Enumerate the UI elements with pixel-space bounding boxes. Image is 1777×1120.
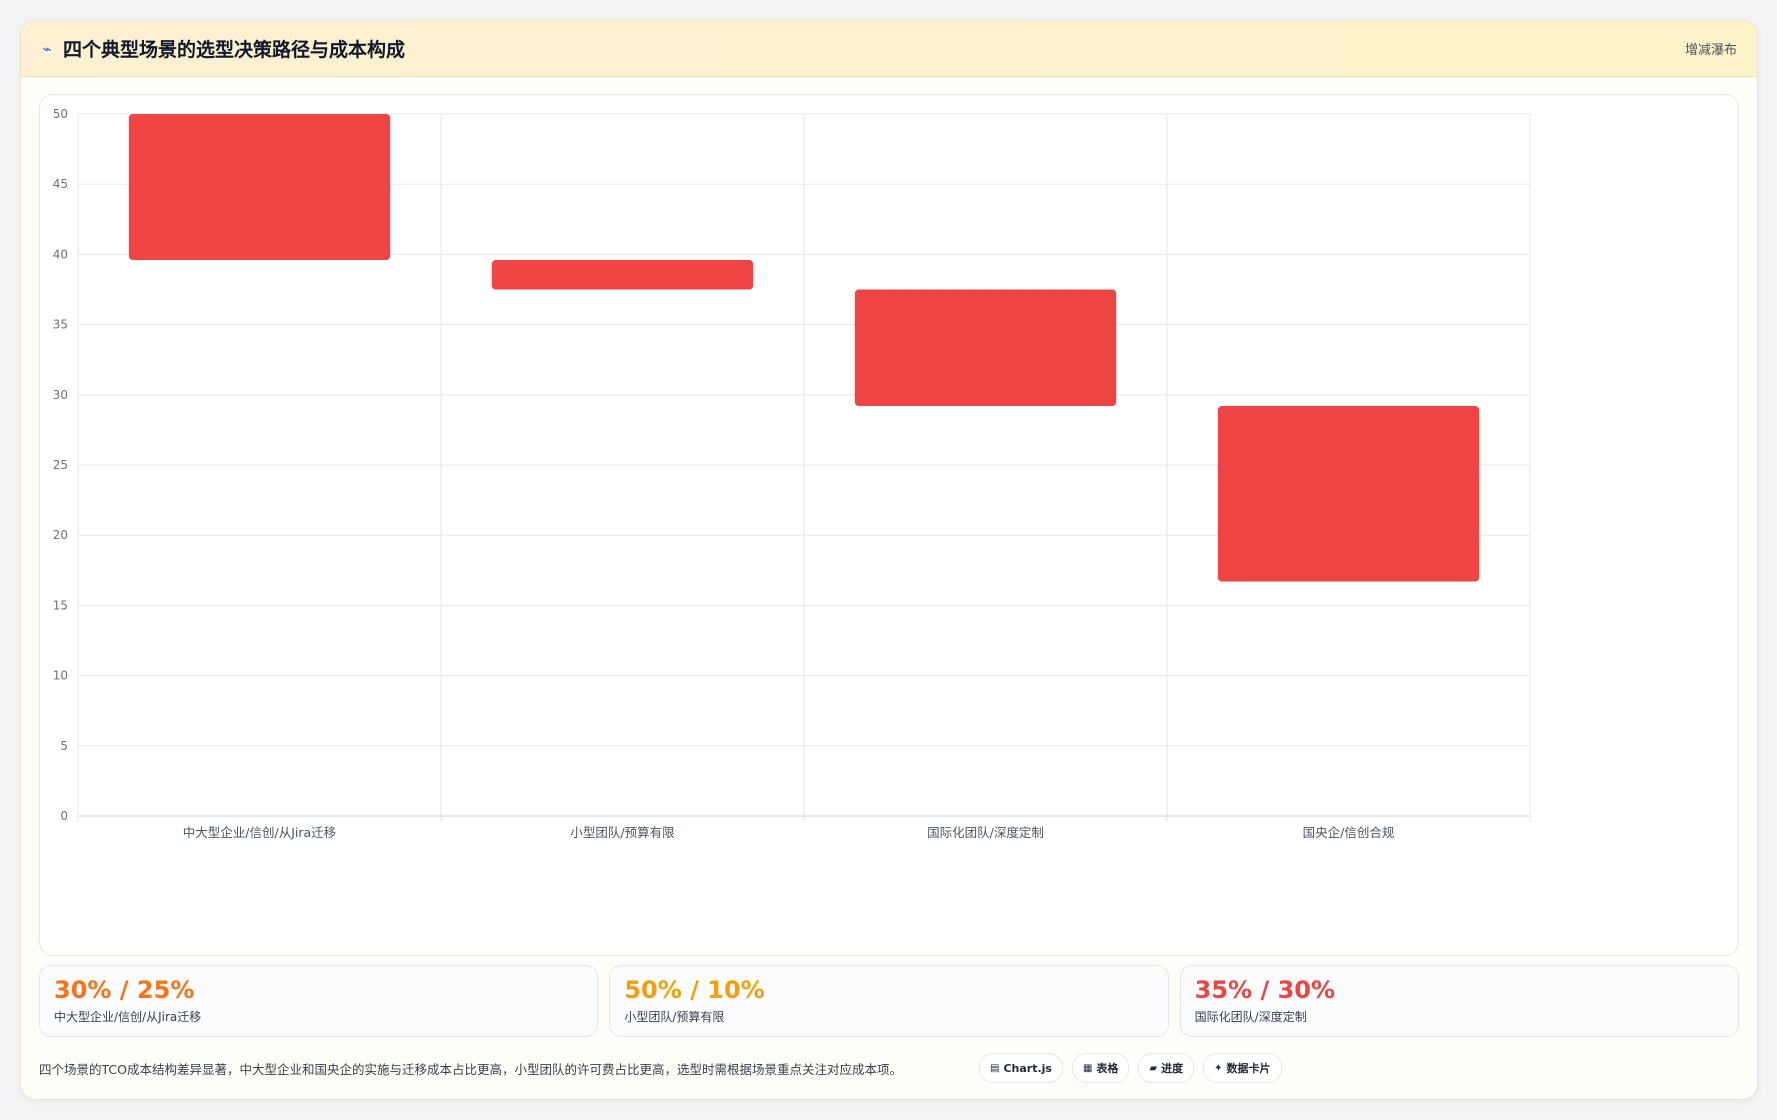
waterfall-bar [854,289,1117,407]
y-tick-label: 0 [60,809,68,823]
stat-label: 中大型企业/信创/从Jira迁移 [54,1010,202,1024]
stat-card: 50% / 10% 小型团队/预算有限 [609,965,1169,1037]
summary-note: 四个场景的TCO成本结构差异显著，中大型企业和国央企的实施与迁移成本占比更高，小… [39,1061,902,1077]
title-wrap: ⌁ 四个典型场景的选型决策路径与成本构成 [39,35,405,62]
stat-value: 50% / 10% [624,976,765,1004]
y-tick-label: 30 [53,388,68,402]
stat-label: 国际化团队/深度定制 [1194,1010,1307,1024]
chip-label: 进度 [1161,1062,1184,1075]
chart-icon: ▤ [990,1062,1000,1074]
y-tick-label: 25 [53,458,68,472]
waterfall-chart: 0 5 10 15 20 25 30 35 40 45 50 中大型企业/信创/从Jira迁移 小型团队… [53,107,1531,840]
trend-line-icon: ⌁ [42,39,52,58]
waterfall-bar [1217,406,1480,582]
chip-table[interactable]: ▦ 表格 [1071,1053,1130,1083]
stat-value: 30% / 25% [54,976,195,1004]
y-tick-label: 35 [53,318,68,332]
stat-card: 35% / 30% 国际化团队/深度定制 [1179,965,1739,1037]
card-icon: ✦ [1214,1062,1223,1074]
x-tick-label: 国央企/信创合规 [1303,825,1395,840]
x-tick-label: 小型团队/预算有限 [570,825,675,840]
y-tick-label: 45 [53,177,68,191]
chip-label: 表格 [1096,1062,1119,1075]
chart-type-tag: 增减瀑布 [1684,43,1737,58]
chip-label: 数据卡片 [1226,1062,1271,1075]
chip-progress[interactable]: ▰ 进度 [1138,1053,1195,1083]
y-tick-label: 10 [53,669,68,683]
chart-panel: 0 5 10 15 20 25 30 35 40 45 50 中大型企业/信创/从Jira迁移 小型团队… [39,94,1739,956]
stat-card: 30% / 25% 中大型企业/信创/从Jira迁移 [39,965,599,1037]
y-tick-label: 5 [60,739,68,753]
chip-chartjs[interactable]: ▤ Chart.js [979,1053,1063,1083]
table-icon: ▦ [1082,1062,1093,1074]
y-tick-label: 50 [53,107,68,121]
y-tick-label: 40 [53,247,68,261]
y-tick-label: 15 [53,598,68,612]
chart-card: ⌁ 四个典型场景的选型决策路径与成本构成 增减瀑布 0 5 10 15 20 25 30 35… [20,20,1758,1100]
card-header: ⌁ 四个典型场景的选型决策路径与成本构成 增减瀑布 [21,21,1757,77]
stat-label: 小型团队/预算有限 [624,1010,725,1024]
page-title: 四个典型场景的选型决策路径与成本构成 [63,39,406,61]
x-tick-label: 中大型企业/信创/从Jira迁移 [183,825,336,840]
waterfall-bar [128,114,391,261]
waterfall-bar [491,260,754,290]
stat-cards: 30% / 25% 中大型企业/信创/从Jira迁移 50% / 10% 小型团… [39,965,1739,1037]
progress-icon: ▰ [1149,1062,1158,1074]
y-tick-label: 20 [53,528,68,542]
stat-value: 35% / 30% [1194,976,1336,1004]
chip-label: Chart.js [1003,1061,1052,1075]
card-footer: 四个场景的TCO成本结构差异显著，中大型企业和国央企的实施与迁移成本占比更高，小… [39,1051,1739,1085]
tech-chips: ▤ Chart.js ▦ 表格 ▰ 进度 ✦ 数据卡片 [979,1053,1282,1083]
chip-data-card[interactable]: ✦ 数据卡片 [1203,1053,1282,1083]
x-tick-label: 国际化团队/深度定制 [927,825,1044,840]
